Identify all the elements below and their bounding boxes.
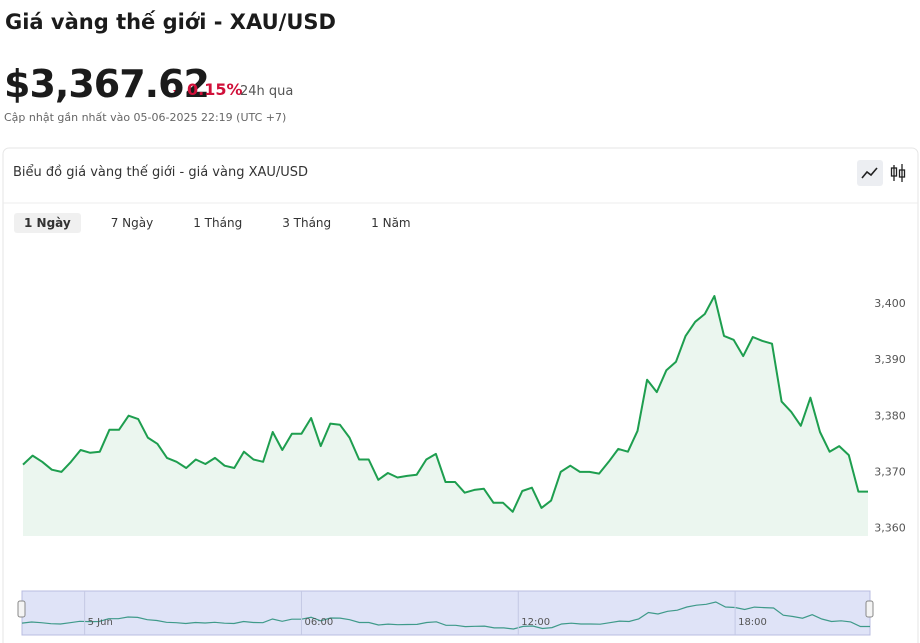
y-tick-label: 3,370 (874, 465, 906, 478)
y-tick-label: 3,400 (874, 297, 906, 310)
page-title: Giá vàng thế giới - XAU/USD (5, 10, 336, 34)
x-tick-label: 06:00 (304, 617, 333, 628)
range-tabs: 1 Ngày 7 Ngày 1 Tháng 3 Tháng 1 Năm (14, 213, 421, 233)
price-change: 0.15% (187, 80, 243, 99)
navigator[interactable] (21, 590, 871, 636)
price: $3,367.62 (4, 62, 210, 106)
navigator-handle[interactable] (17, 600, 26, 618)
y-tick-label: 3,390 (874, 353, 906, 366)
range-tab[interactable]: 1 Tháng (193, 216, 243, 230)
price-area (23, 296, 868, 536)
y-tick-label: 3,380 (874, 409, 906, 422)
navigator-handle[interactable] (865, 600, 874, 618)
line-chart-button[interactable] (857, 160, 883, 186)
x-tick-label: 5 Jun (88, 617, 113, 628)
range-tab[interactable]: 1 Năm (371, 216, 411, 230)
range-tab[interactable]: 1 Ngày (14, 213, 81, 233)
line-chart-icon (861, 167, 878, 179)
navigator-line (21, 601, 870, 630)
price-line (22, 295, 868, 513)
card (2, 147, 919, 643)
down-arrow (173, 90, 181, 95)
x-tick-label: 18:00 (738, 617, 767, 628)
updated-time: Cập nhật gần nhất vào 05-06-2025 22:19 (… (4, 111, 287, 124)
range-tab[interactable]: 7 Ngày (110, 216, 154, 230)
x-tick-label: 12:00 (521, 617, 550, 628)
y-tick-label: 3,360 (874, 522, 906, 535)
candlestick-button[interactable] (890, 164, 906, 182)
card-title: Biểu đồ giá vàng thế giới - giá vàng XAU… (13, 165, 309, 180)
change-period: 24h qua (240, 84, 294, 99)
range-tab[interactable]: 3 Tháng (282, 216, 332, 230)
